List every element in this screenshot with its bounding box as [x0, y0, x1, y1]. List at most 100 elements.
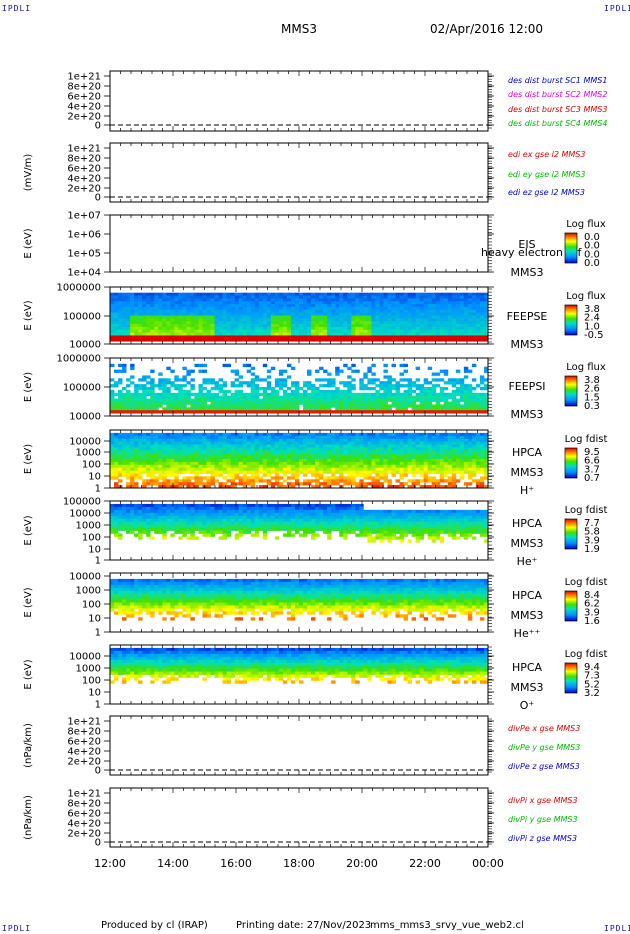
spectrogram-cell [274, 470, 280, 474]
spectrogram-cell [375, 321, 380, 325]
spectrogram-cell [299, 456, 304, 460]
spectrogram-cell [315, 338, 320, 342]
y-tick-label: 0 [95, 193, 101, 204]
spectrogram-cell [467, 318, 473, 322]
spectrogram-cell [459, 324, 465, 328]
spectrogram-cell [323, 321, 328, 325]
spectrogram-cell [399, 461, 404, 466]
spectrogram-cell [286, 338, 292, 342]
spectrogram-cell [254, 301, 260, 305]
spectrogram-cell [138, 321, 143, 325]
spectrogram-cell [459, 398, 465, 402]
spectrogram-cell [435, 392, 441, 397]
spectrogram-cell [270, 407, 276, 411]
spectrogram-cell [479, 324, 485, 328]
spectrogram-cell [190, 485, 195, 489]
spectrogram-cell [363, 312, 368, 316]
spectrogram-cell [371, 435, 376, 440]
spectrogram-cell [138, 441, 143, 445]
spectrogram-cell [427, 485, 433, 489]
spectrogram-cell [194, 470, 199, 474]
spectrogram-cell [194, 459, 199, 463]
spectrogram-cell [294, 306, 300, 311]
spectrogram-cell [294, 432, 300, 437]
spectrogram-cell [258, 407, 264, 411]
spectrogram-cell [170, 404, 175, 408]
spectrogram-cell [307, 407, 312, 411]
spectrogram-cell [451, 298, 457, 302]
spectrogram-cell [479, 456, 485, 460]
spectrogram-cell [363, 304, 368, 308]
spectrogram-cell [286, 482, 292, 486]
spectrogram-cell [246, 306, 252, 311]
spectrogram-cell [130, 295, 135, 299]
spectrogram-cell [146, 470, 151, 474]
spectrogram-cell [335, 453, 340, 457]
spectrogram-cell [266, 298, 272, 302]
spectrogram-cell [258, 321, 264, 325]
spectrogram-cell [399, 473, 404, 477]
spectrogram-cell [234, 304, 240, 308]
spectrogram-cell [367, 450, 372, 454]
spectrogram-cell [230, 473, 236, 477]
spectrogram-cell [282, 304, 288, 308]
spectrogram-cell [391, 298, 396, 302]
spectrogram-cell [435, 467, 441, 471]
spectrogram-cell [142, 392, 147, 397]
spectrogram-cell [202, 324, 207, 328]
spectrogram-cell [178, 292, 183, 296]
spectrogram-cell [138, 398, 143, 402]
spectrogram-cell [274, 467, 280, 471]
spectrogram-cell [319, 306, 324, 311]
spectrogram-cell [331, 459, 336, 463]
spectrogram-cell [383, 476, 388, 480]
spectrogram-cell [423, 450, 429, 454]
spectrogram-cell [146, 387, 151, 391]
spectrogram-cell [351, 369, 356, 373]
spectrogram-cell [415, 456, 421, 460]
spectrogram-cell [447, 485, 453, 489]
spectrogram-cell [278, 456, 284, 460]
spectrogram-cell [475, 461, 481, 466]
spectrogram-cell [290, 398, 296, 402]
spectrogram-cell [226, 473, 232, 477]
spectrogram-cell [142, 332, 147, 336]
spectrogram-cell [234, 467, 240, 471]
spectrogram-cell [282, 321, 288, 325]
spectrogram-cell [343, 321, 348, 325]
spectrogram-cell [182, 321, 187, 325]
spectrogram-cell [419, 441, 425, 445]
spectrogram-cell [250, 324, 256, 328]
spectrogram-cell [258, 447, 264, 451]
spectrogram-cell [138, 395, 143, 399]
spectrogram-cell [242, 461, 248, 466]
spectrogram-cell [154, 292, 159, 296]
spectrogram-cell [198, 395, 203, 399]
spectrogram-cell [170, 392, 175, 397]
spectrogram-cell [290, 482, 296, 486]
spectrogram-cell [126, 459, 131, 463]
spectrogram-cell [371, 482, 376, 486]
spectrogram-cell [178, 326, 183, 331]
spectrogram-cell [178, 324, 183, 328]
spectrogram-cell [122, 366, 127, 370]
spectrogram-cell [319, 398, 324, 402]
spectrogram-cell [407, 470, 412, 474]
spectrogram-cell [282, 447, 288, 451]
spectrogram-cell [299, 312, 304, 316]
spectrogram-cell [158, 312, 163, 316]
spectrogram-cell [363, 306, 368, 311]
spectrogram-cell [270, 435, 276, 440]
spectrogram-cell [343, 450, 348, 454]
spectrogram-cell [467, 482, 473, 486]
spectrogram-cell [459, 432, 465, 437]
spectrogram-cell [174, 375, 179, 379]
spectrogram-cell [138, 432, 143, 437]
spectrogram-cell [258, 338, 264, 342]
spectrogram-cell [254, 312, 260, 316]
spectrogram-cell [182, 461, 187, 466]
spectrogram-cell [258, 453, 264, 457]
spectrogram-cell [407, 321, 412, 325]
spectrogram-cell [367, 444, 372, 448]
spectrogram-cell [122, 435, 127, 440]
